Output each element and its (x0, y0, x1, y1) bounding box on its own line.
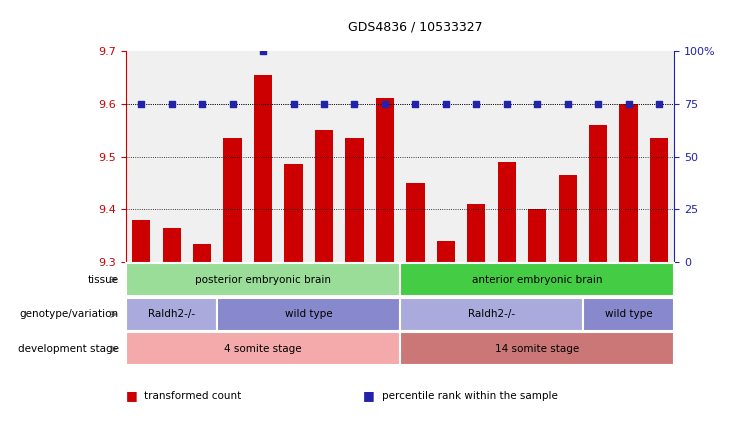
Text: posterior embryonic brain: posterior embryonic brain (195, 275, 331, 285)
Bar (583, 51, 614, 262)
Bar (467, 204, 485, 262)
Text: transformed count: transformed count (144, 391, 242, 401)
Bar (498, 162, 516, 262)
Bar (559, 175, 576, 262)
Bar (376, 99, 394, 262)
Bar (461, 51, 491, 262)
Bar (315, 130, 333, 262)
Text: GDS4836 / 10533327: GDS4836 / 10533327 (348, 21, 483, 34)
Bar (224, 138, 242, 262)
Bar (491, 51, 522, 262)
Bar (126, 51, 156, 262)
Bar (650, 138, 668, 262)
Bar (345, 138, 364, 262)
Bar (193, 244, 211, 262)
Text: ■: ■ (363, 390, 375, 402)
Point (379, 100, 391, 107)
Bar (309, 51, 339, 262)
Bar (614, 51, 644, 262)
Bar (279, 51, 309, 262)
Text: genotype/variation: genotype/variation (19, 309, 119, 319)
Bar (339, 51, 370, 262)
Bar (132, 220, 150, 262)
Text: Raldh2-/-: Raldh2-/- (148, 309, 195, 319)
Point (410, 100, 422, 107)
Point (227, 100, 239, 107)
Point (318, 100, 330, 107)
Point (288, 100, 299, 107)
Bar (522, 51, 553, 262)
Bar (619, 104, 638, 262)
Point (136, 100, 147, 107)
Point (196, 100, 208, 107)
Text: tissue: tissue (87, 275, 119, 285)
Point (257, 47, 269, 54)
Bar (400, 51, 431, 262)
Text: development stage: development stage (18, 344, 119, 354)
Bar (528, 209, 546, 262)
Text: 14 somite stage: 14 somite stage (495, 344, 579, 354)
Bar (217, 51, 247, 262)
Bar (370, 51, 400, 262)
Bar (406, 183, 425, 262)
Point (501, 100, 513, 107)
Text: Raldh2-/-: Raldh2-/- (468, 309, 515, 319)
Bar (431, 51, 461, 262)
Point (166, 100, 178, 107)
Bar (553, 51, 583, 262)
Bar (644, 51, 674, 262)
Text: percentile rank within the sample: percentile rank within the sample (382, 391, 557, 401)
Text: ■: ■ (126, 390, 138, 402)
Text: anterior embryonic brain: anterior embryonic brain (472, 275, 602, 285)
Text: wild type: wild type (605, 309, 652, 319)
Bar (187, 51, 217, 262)
Text: 4 somite stage: 4 somite stage (225, 344, 302, 354)
Bar (254, 74, 272, 262)
Point (471, 100, 482, 107)
Bar (285, 165, 302, 262)
Point (622, 100, 634, 107)
Point (562, 100, 574, 107)
Bar (589, 125, 608, 262)
Bar (436, 241, 455, 262)
Point (531, 100, 543, 107)
Point (348, 100, 360, 107)
Text: wild type: wild type (285, 309, 333, 319)
Bar (162, 228, 181, 262)
Point (653, 100, 665, 107)
Point (592, 100, 604, 107)
Bar (156, 51, 187, 262)
Bar (247, 51, 279, 262)
Point (440, 100, 452, 107)
